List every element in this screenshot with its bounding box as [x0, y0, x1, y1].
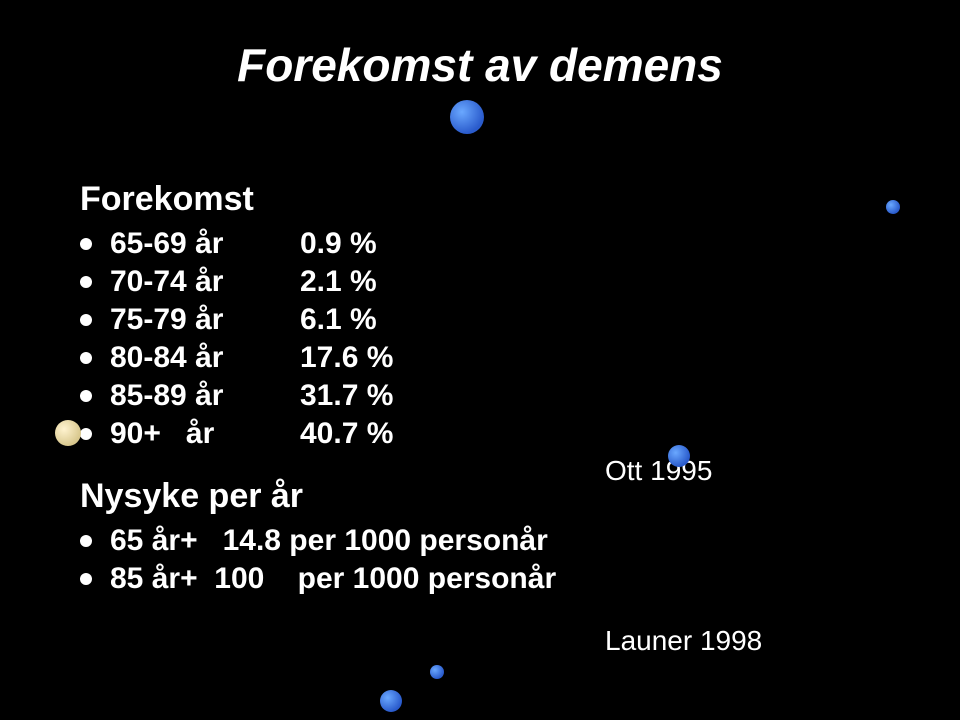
bullet-icon [80, 535, 92, 547]
prevalence-row: 70-74 år 2.1 % [80, 265, 880, 299]
incidence-row: 85 år+ 100 per 1000 personår [80, 562, 880, 596]
age-label: 90+ år [110, 417, 300, 451]
incidence-row: 65 år+ 14.8 per 1000 personår [80, 524, 880, 558]
prevalence-row: 85-89 år 31.7 % [80, 379, 880, 413]
bullet-icon [80, 390, 92, 402]
prevalence-row: 80-84 år 17.6 % [80, 341, 880, 375]
decor-dot-icon [55, 420, 81, 446]
prevalence-row: 90+ år 40.7 % [80, 417, 880, 451]
bullet-icon [80, 352, 92, 364]
decor-dot-icon [886, 200, 900, 214]
section2-heading: Nysyke per år [80, 477, 880, 516]
incidence-label: 85 år+ 100 per 1000 personår [110, 562, 556, 596]
slide-title: Forekomst av demens [0, 38, 960, 92]
value-label: 17.6 % [300, 341, 393, 375]
citation-ott: Ott 1995 [605, 455, 712, 487]
age-label: 80-84 år [110, 341, 300, 375]
value-label: 31.7 % [300, 379, 393, 413]
incidence-label: 65 år+ 14.8 per 1000 personår [110, 524, 548, 558]
bullet-icon [80, 276, 92, 288]
decor-dot-icon [450, 100, 484, 134]
section1-heading: Forekomst [80, 180, 880, 219]
content-area: Forekomst 65-69 år 0.9 % 70-74 år 2.1 % … [80, 180, 880, 600]
value-label: 2.1 % [300, 265, 377, 299]
slide: Forekomst av demens Forekomst 65-69 år 0… [0, 0, 960, 720]
prevalence-row: 75-79 år 6.1 % [80, 303, 880, 337]
bullet-icon [80, 573, 92, 585]
age-label: 85-89 år [110, 379, 300, 413]
value-label: 6.1 % [300, 303, 377, 337]
age-label: 75-79 år [110, 303, 300, 337]
value-label: 40.7 % [300, 417, 393, 451]
bullet-icon [80, 428, 92, 440]
age-label: 65-69 år [110, 227, 300, 261]
decor-dot-icon [380, 690, 402, 712]
bullet-icon [80, 314, 92, 326]
citation-launer: Launer 1998 [605, 625, 762, 657]
bullet-icon [80, 238, 92, 250]
value-label: 0.9 % [300, 227, 377, 261]
prevalence-row: 65-69 år 0.9 % [80, 227, 880, 261]
spacer [80, 455, 880, 477]
age-label: 70-74 år [110, 265, 300, 299]
decor-dot-icon [430, 665, 444, 679]
